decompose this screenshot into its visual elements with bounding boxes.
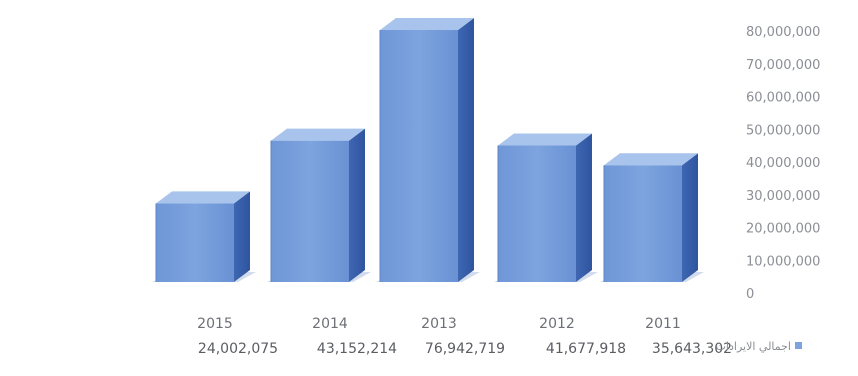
- bar-2012: [497, 133, 592, 282]
- data-value-label: 24,002,075: [198, 341, 278, 357]
- legend-label: اجمالي الايرادات: [716, 340, 791, 353]
- bar-top: [156, 191, 250, 204]
- data-value-label: 76,942,719: [425, 341, 505, 357]
- legend: اجمالي الايرادات: [716, 340, 802, 353]
- bar-2011: [603, 153, 698, 282]
- bar-side: [576, 133, 592, 282]
- bar-front: [604, 165, 682, 282]
- x-category-label: 2014: [312, 316, 348, 332]
- data-value-label: 43,152,214: [317, 341, 397, 357]
- y-tick-label: 0: [746, 287, 754, 302]
- bar-2015: [155, 191, 250, 282]
- y-tick-label: 10,000,000: [746, 254, 820, 269]
- y-tick-label: 40,000,000: [746, 156, 820, 171]
- bar-side: [234, 191, 250, 282]
- x-axis-categories: 2015 2014 2013 2012 2011: [197, 316, 681, 332]
- bar-top: [380, 18, 474, 31]
- bar-side: [682, 153, 698, 282]
- x-category-label: 2012: [539, 316, 575, 332]
- y-tick-label: 50,000,000: [746, 123, 820, 138]
- data-value-label: 41,677,918: [546, 341, 626, 357]
- bar-group: [155, 18, 698, 282]
- data-table-values: 24,002,075 43,152,214 76,942,719 41,677,918…: [198, 341, 732, 357]
- y-tick-label: 80,000,000: [746, 25, 820, 40]
- y-axis-ticks: 0 10,000,000 20,000,000 30,000,000 40,000,00…: [746, 25, 820, 302]
- x-category-label: 2013: [421, 316, 457, 332]
- y-tick-label: 30,000,000: [746, 189, 820, 204]
- bar-top: [498, 133, 592, 146]
- bar-2014: [270, 128, 365, 282]
- bar-front: [498, 145, 576, 282]
- bar-top: [604, 153, 698, 166]
- bar-front: [271, 140, 349, 282]
- x-category-label: 2015: [197, 316, 233, 332]
- y-tick-label: 70,000,000: [746, 58, 820, 73]
- data-value-label: 35,643,302: [652, 341, 732, 357]
- x-category-label: 2011: [645, 316, 681, 332]
- legend-swatch: [795, 342, 802, 349]
- y-tick-label: 60,000,000: [746, 91, 820, 106]
- bar-side: [349, 128, 365, 282]
- bar-side: [458, 18, 474, 282]
- y-tick-label: 20,000,000: [746, 222, 820, 237]
- bar-front: [380, 30, 458, 282]
- bar-front: [156, 203, 234, 282]
- bar-top: [271, 128, 365, 141]
- bar-2013: [379, 18, 474, 282]
